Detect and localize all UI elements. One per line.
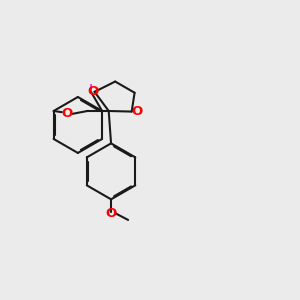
Text: I: I <box>89 83 93 98</box>
Text: O: O <box>61 107 73 120</box>
Text: O: O <box>105 207 117 220</box>
Text: O: O <box>88 85 99 98</box>
Text: O: O <box>131 105 142 118</box>
